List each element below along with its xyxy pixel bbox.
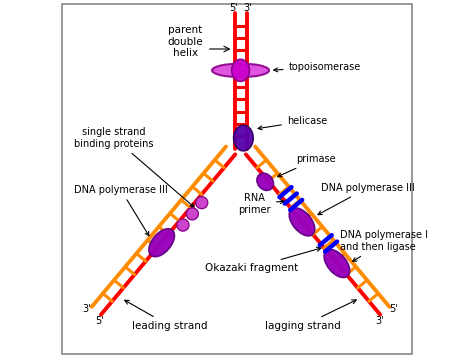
Circle shape bbox=[177, 219, 189, 231]
Text: single strand
binding proteins: single strand binding proteins bbox=[74, 127, 194, 207]
Text: 3': 3' bbox=[82, 304, 91, 314]
Text: 3': 3' bbox=[243, 3, 252, 13]
Text: 5': 5' bbox=[95, 316, 104, 326]
Text: leading strand: leading strand bbox=[125, 300, 207, 331]
Text: helicase: helicase bbox=[258, 116, 327, 130]
Ellipse shape bbox=[232, 59, 249, 81]
Ellipse shape bbox=[257, 173, 273, 190]
Text: lagging strand: lagging strand bbox=[265, 300, 356, 331]
FancyBboxPatch shape bbox=[62, 4, 412, 354]
Ellipse shape bbox=[289, 208, 315, 236]
Circle shape bbox=[186, 208, 199, 220]
Text: parent
double
helix: parent double helix bbox=[167, 25, 203, 59]
Text: Okazaki fragment: Okazaki fragment bbox=[205, 247, 321, 273]
Text: DNA polymerase III: DNA polymerase III bbox=[318, 183, 414, 215]
Ellipse shape bbox=[149, 229, 174, 257]
Text: RNA
primer: RNA primer bbox=[238, 193, 284, 215]
Text: DNA polymerase I
and then ligase: DNA polymerase I and then ligase bbox=[340, 231, 428, 261]
Text: 5': 5' bbox=[229, 3, 238, 13]
Text: primase: primase bbox=[278, 154, 336, 177]
Circle shape bbox=[196, 197, 208, 209]
Text: 3': 3' bbox=[375, 316, 384, 326]
Text: DNA polymerase III: DNA polymerase III bbox=[74, 185, 168, 236]
Text: 5': 5' bbox=[389, 304, 398, 314]
Ellipse shape bbox=[212, 64, 269, 77]
Ellipse shape bbox=[324, 250, 350, 277]
Text: topoisomerase: topoisomerase bbox=[274, 62, 361, 72]
Ellipse shape bbox=[234, 125, 253, 151]
